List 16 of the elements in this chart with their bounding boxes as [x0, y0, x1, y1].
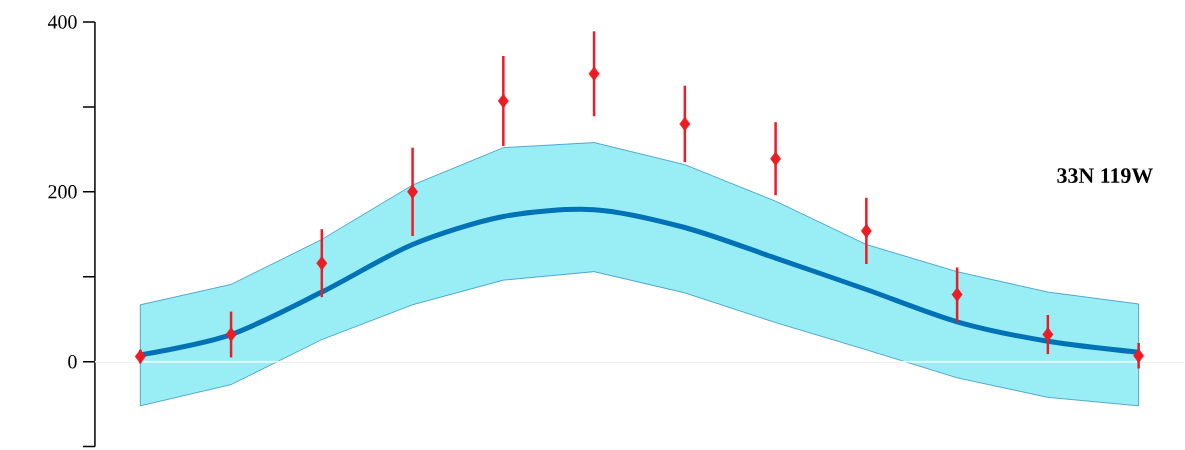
point	[497, 93, 509, 109]
point	[588, 66, 600, 82]
y-tick-label: 200	[48, 185, 77, 199]
point	[679, 116, 691, 132]
point	[316, 256, 328, 271]
point	[134, 349, 146, 364]
point	[1133, 348, 1145, 363]
point	[225, 327, 237, 342]
point	[951, 287, 963, 302]
annotation: 33N 119W	[1057, 168, 1153, 184]
point	[770, 151, 782, 166]
y-tick-label: 0	[68, 355, 77, 369]
point	[860, 223, 872, 239]
point	[407, 184, 419, 200]
point	[1042, 327, 1054, 342]
y-tick-label: 400	[47, 15, 77, 29]
